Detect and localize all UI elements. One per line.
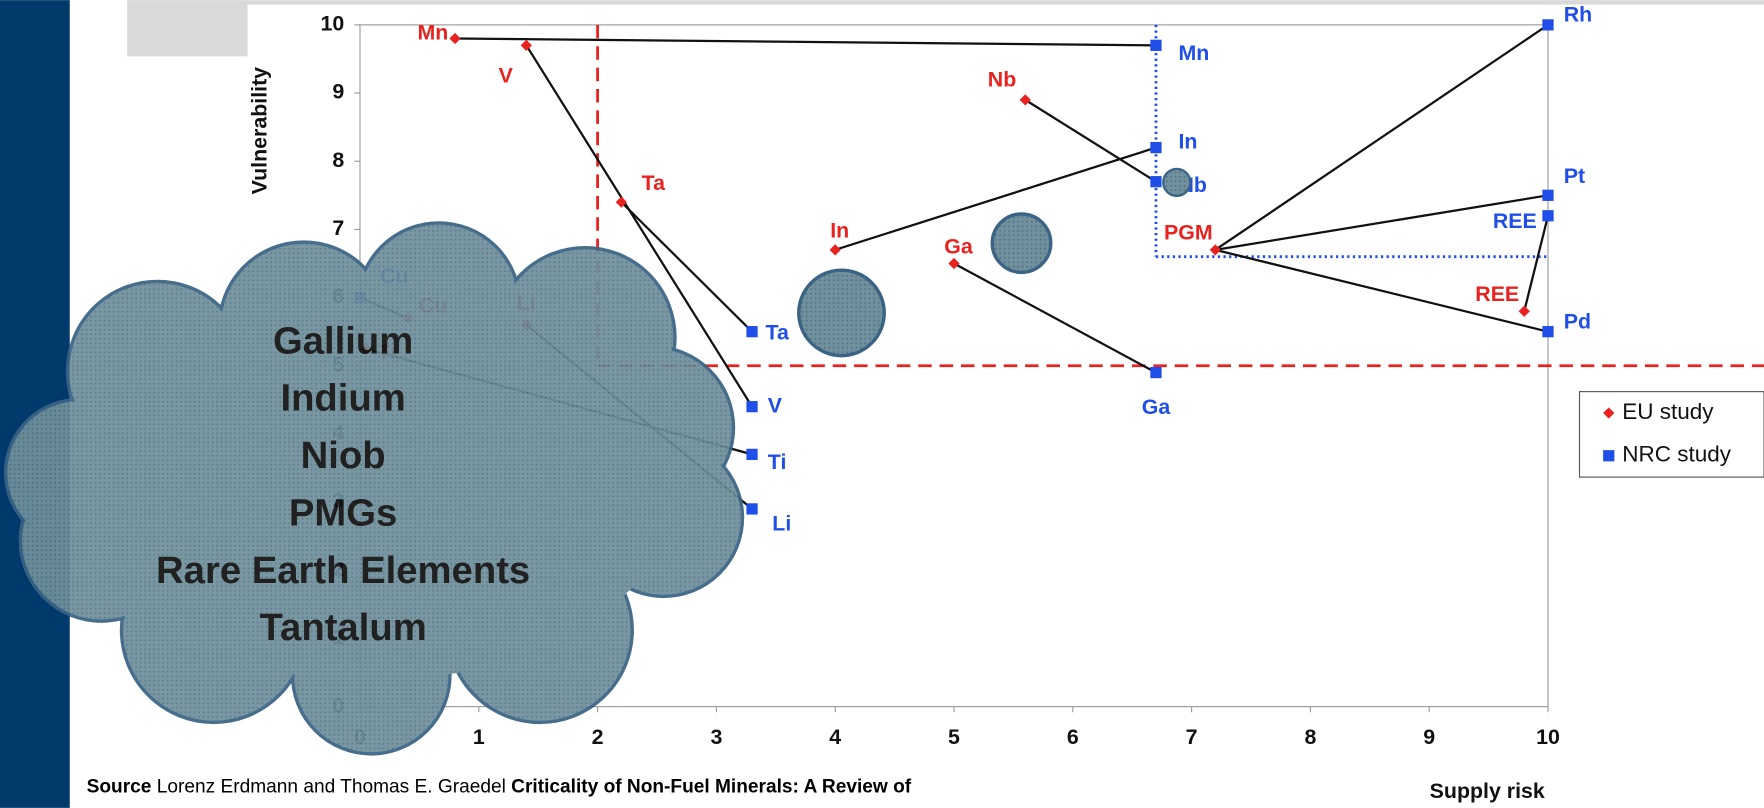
x-tick-label: 5 [948, 725, 960, 749]
cloud-callout: Gallium Indium Niob PMGs Rare Earth Elements… [3, 221, 745, 756]
nrc-point [746, 503, 758, 515]
point-label: Ti [768, 450, 787, 474]
point-label: Mn [417, 21, 448, 45]
source-note: Source Lorenz Erdmann and Thomas E. Grae… [87, 777, 912, 798]
eu-point [520, 39, 532, 51]
point-label: Ga [944, 234, 974, 258]
legend-label: EU study [1622, 399, 1714, 424]
point-label: V [499, 63, 514, 87]
link-line [1523, 215, 1550, 312]
point-label: Nb [988, 67, 1016, 91]
callout-line: PMGs [289, 491, 397, 534]
x-tick-label: 9 [1423, 725, 1435, 749]
x-tick-label: 4 [829, 725, 841, 749]
point-label: In [1178, 130, 1197, 154]
cloud-fill [294, 598, 448, 752]
callout-line: Gallium [273, 319, 413, 362]
link-line [1214, 23, 1549, 251]
point-label: Mn [1178, 41, 1209, 65]
highlight-bubbles [797, 167, 1192, 358]
x-tick-label: 3 [710, 725, 722, 749]
x-tick-label: 1 [473, 725, 485, 749]
cloud-fill [450, 540, 630, 721]
point-label: Ta [642, 171, 666, 195]
x-axis-title: Supply risk [1430, 779, 1545, 803]
x-tick-label: 7 [1186, 725, 1198, 749]
cloud-fill [360, 225, 518, 383]
y-tick-label: 7 [332, 216, 344, 240]
nrc-point [1542, 326, 1554, 338]
point-label: REE [1475, 282, 1519, 306]
cloud-fill [221, 244, 386, 409]
legend-marker [1603, 407, 1615, 419]
eu-point [615, 196, 627, 208]
point-label: Pd [1564, 309, 1591, 333]
callout-line: Tantalum [260, 606, 427, 649]
link-line [525, 44, 753, 408]
eu-point [1518, 305, 1530, 317]
nrc-point [1150, 176, 1162, 188]
x-tick-label: 6 [1067, 725, 1079, 749]
point-label: In [830, 218, 849, 242]
eu-point [1209, 244, 1221, 256]
y-tick-label: 8 [332, 148, 344, 172]
legend-box [1578, 391, 1764, 478]
source-part: Lorenz Erdmann and Thomas E. Graedel [151, 777, 511, 798]
callout-line: Niob [301, 434, 386, 477]
bubble [1162, 167, 1192, 197]
point-label: Rh [1564, 3, 1592, 27]
nrc-point [1542, 210, 1554, 222]
point-label: PGM [1164, 221, 1213, 245]
x-tick-label: 2 [592, 725, 604, 749]
cloud-fill [7, 401, 150, 544]
point-label: REE [1493, 209, 1537, 233]
nrc-point [746, 326, 758, 338]
nrc-point [1150, 141, 1162, 154]
nrc-point [746, 401, 758, 413]
source-part: Criticality of Non-Fuel Minerals: A Revi… [511, 777, 912, 798]
point-label: Li [772, 511, 791, 535]
link-line [455, 37, 1156, 47]
nrc-point [746, 448, 758, 461]
y-tick-label: 9 [332, 80, 344, 104]
y-axis-title: Vulnerability [248, 67, 272, 195]
header-block [127, 0, 248, 57]
header-line [247, 0, 1764, 5]
eu-point [1019, 94, 1031, 106]
callout-line: Indium [280, 377, 405, 420]
bubble [990, 212, 1053, 275]
point-label: V [768, 393, 783, 417]
cloud-fill [587, 441, 741, 595]
eu-point [449, 32, 461, 45]
callout-line: Rare Earth Elements [156, 549, 530, 592]
point-label: Pt [1564, 164, 1585, 188]
link-line [953, 262, 1157, 374]
nrc-point [1150, 366, 1162, 379]
nrc-point [1542, 19, 1554, 31]
point-label: Ta [766, 321, 790, 345]
x-tick-label: 10 [1536, 725, 1560, 749]
point-label: Ga [1142, 395, 1172, 419]
legend-label: NRC study [1622, 442, 1732, 467]
link-line [1215, 248, 1549, 333]
link-line [1024, 98, 1157, 183]
cloud-fill [123, 540, 304, 721]
bubble [797, 268, 886, 358]
source-part: Source [87, 777, 152, 798]
legend-marker [1603, 450, 1615, 462]
eu-point [829, 244, 841, 256]
link-line [620, 201, 753, 333]
nrc-point [1542, 189, 1554, 201]
x-tick-label: 8 [1304, 725, 1316, 749]
nrc-point [1150, 39, 1162, 51]
eu-point [948, 257, 960, 270]
link-line [1215, 194, 1549, 251]
link-line [834, 146, 1157, 251]
y-tick-label: 10 [320, 12, 344, 36]
legend: EU study NRC study [1578, 391, 1764, 478]
